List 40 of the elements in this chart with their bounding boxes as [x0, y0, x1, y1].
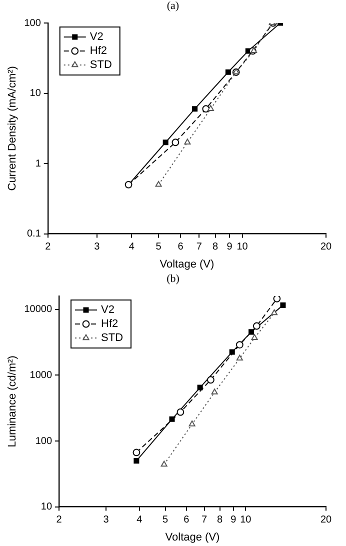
x-tick-label: 8	[216, 514, 223, 526]
x-tick-label: 5	[162, 514, 168, 526]
x-tick-label: 20	[320, 242, 332, 253]
y-tick-label: 10000	[24, 304, 52, 316]
x-tick-label: 2	[45, 242, 52, 253]
x-tick-label: 7	[196, 242, 202, 253]
legend-label: Hf2	[101, 318, 118, 330]
x-tick-label: 4	[136, 514, 143, 526]
x-tick-label: 6	[184, 514, 190, 526]
chart-title: (b)	[166, 273, 180, 285]
x-tick-label: 20	[320, 514, 332, 526]
legend-label: STD	[101, 332, 124, 344]
legend-label: STD	[90, 59, 112, 72]
legend-label: V2	[90, 31, 104, 44]
legend-label: V2	[101, 304, 114, 316]
x-tick-label: 10	[240, 514, 252, 526]
y-axis-title: Current Density (mA/cm²)	[6, 66, 19, 191]
x-tick-label: 10	[236, 242, 248, 253]
x-tick-label: 9	[226, 242, 233, 253]
legend-label: Hf2	[90, 45, 108, 58]
x-tick-label: 7	[201, 514, 208, 526]
x-tick-label: 3	[103, 514, 110, 526]
y-tick-label: 100	[24, 18, 42, 29]
y-tick-label: 100	[35, 436, 52, 447]
chart-title: (a)	[166, 0, 180, 12]
x-tick-label: 5	[156, 242, 162, 253]
y-tick-label: 1	[35, 158, 42, 170]
x-tick-label: 2	[56, 514, 62, 526]
y-tick-label: 10	[40, 502, 52, 513]
y-tick-label: 10	[30, 88, 42, 100]
x-axis-title: Voltage (V)	[160, 258, 214, 270]
y-tick-label: 1000	[30, 370, 52, 381]
x-tick-label: 4	[128, 242, 135, 253]
x-axis-title: Voltage (V)	[165, 531, 220, 544]
x-tick-label: 8	[212, 242, 219, 253]
y-tick-label: 0.1	[26, 228, 42, 240]
x-tick-label: 9	[230, 514, 237, 526]
x-tick-label: 3	[94, 242, 100, 253]
x-tick-label: 6	[178, 242, 184, 253]
y-axis-title: Luminance (cd/m²)	[6, 356, 19, 448]
